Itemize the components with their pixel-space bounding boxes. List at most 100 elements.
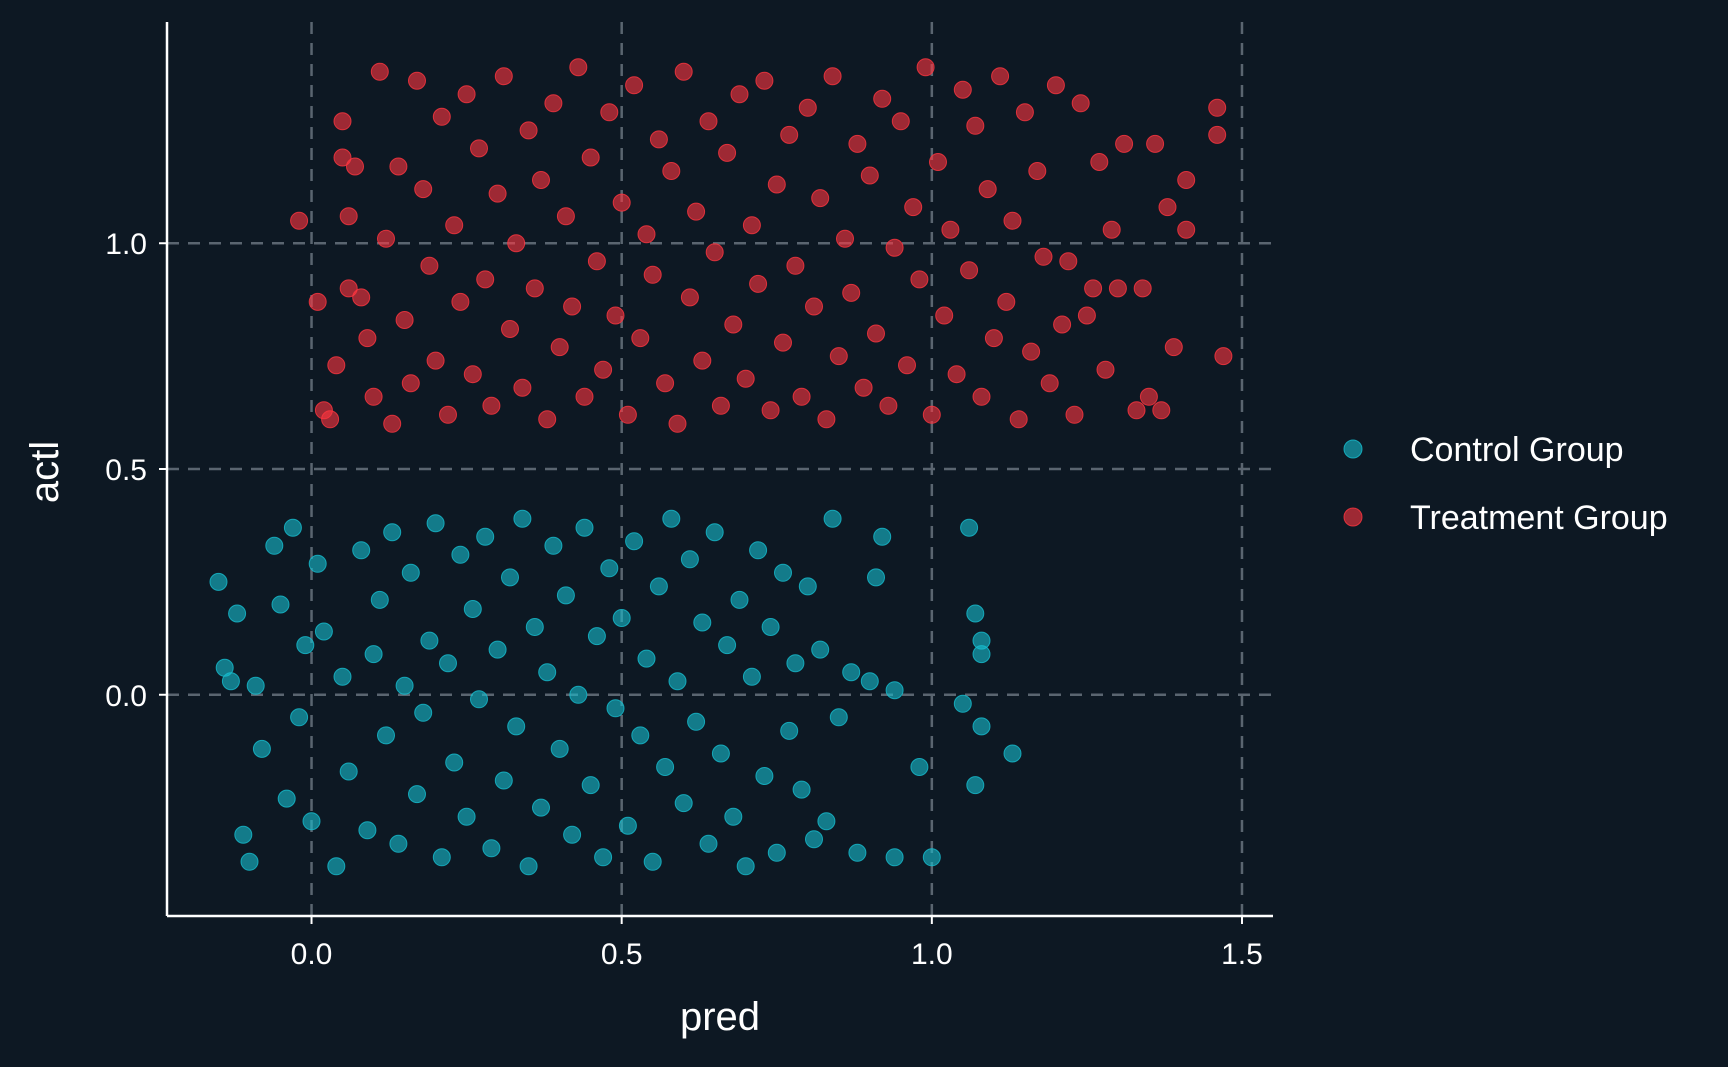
- data-point: [581, 148, 600, 167]
- data-point: [283, 518, 302, 537]
- data-point: [364, 387, 383, 406]
- data-point: [1084, 279, 1103, 298]
- data-point: [749, 541, 768, 560]
- data-point: [823, 509, 842, 528]
- data-point: [470, 690, 488, 709]
- data-point: [1040, 374, 1059, 393]
- data-point: [1208, 98, 1227, 117]
- data-point: [581, 776, 600, 795]
- data-point: [711, 744, 730, 763]
- data-point: [538, 663, 557, 682]
- data-point: [805, 830, 823, 849]
- data-point: [730, 590, 749, 609]
- data-point: [742, 667, 761, 686]
- x-tick-label: 0.5: [601, 938, 643, 971]
- data-point: [327, 356, 346, 375]
- x-tick-label: 1.5: [1221, 938, 1263, 971]
- data-point: [972, 387, 991, 406]
- data-point: [1065, 405, 1084, 424]
- data-point: [569, 685, 588, 704]
- data-point: [953, 80, 972, 99]
- data-point: [445, 216, 464, 235]
- data-point: [718, 143, 737, 162]
- data-point: [414, 180, 433, 199]
- data-point: [358, 821, 377, 840]
- data-point: [501, 320, 519, 338]
- data-point: [991, 67, 1010, 86]
- data-point: [1034, 247, 1053, 266]
- data-point: [1108, 279, 1127, 298]
- legend-label-control: Control Group: [1410, 431, 1624, 469]
- data-point: [625, 532, 644, 551]
- tick-marks: [159, 242, 1243, 924]
- data-point: [805, 297, 823, 316]
- data-point: [550, 739, 569, 758]
- data-point: [687, 202, 706, 221]
- x-tick-label: 1.0: [911, 938, 953, 971]
- data-point: [761, 618, 780, 636]
- data-point: [724, 807, 743, 826]
- data-point: [612, 193, 631, 212]
- data-point: [867, 568, 885, 587]
- data-point: [563, 825, 582, 844]
- data-point: [767, 175, 786, 194]
- data-point: [842, 283, 861, 302]
- data-point: [1046, 76, 1065, 95]
- data-point: [1059, 252, 1078, 271]
- data-point: [749, 274, 768, 293]
- data-point: [885, 238, 904, 257]
- data-point: [898, 356, 916, 375]
- data-point: [798, 98, 817, 117]
- data-point: [339, 207, 358, 226]
- data-point: [656, 758, 675, 776]
- data-point: [854, 378, 873, 397]
- data-point: [1139, 387, 1158, 406]
- data-point: [997, 292, 1016, 311]
- data-point: [792, 780, 811, 799]
- y-axis-title: actl: [23, 441, 67, 503]
- data-point: [1164, 338, 1183, 357]
- data-point: [1009, 410, 1028, 429]
- x-tick-label: 0.0: [291, 938, 333, 971]
- legend: Control Group Treatment Group: [1343, 431, 1668, 537]
- data-point: [314, 622, 333, 641]
- data-point: [544, 536, 563, 555]
- data-point: [1053, 315, 1072, 334]
- data-point: [966, 604, 985, 623]
- data-point: [972, 717, 991, 736]
- data-point: [829, 708, 848, 727]
- data-point: [674, 794, 693, 813]
- data-point: [649, 130, 668, 149]
- data-point: [960, 518, 979, 537]
- data-point: [513, 378, 532, 397]
- data-point: [432, 848, 451, 867]
- data-point: [1158, 198, 1177, 217]
- data-point: [786, 654, 805, 673]
- data-point: [873, 527, 892, 546]
- data-point: [860, 672, 879, 691]
- data-point: [705, 243, 724, 262]
- data-point: [352, 541, 371, 560]
- data-point: [308, 292, 327, 311]
- data-point: [1028, 162, 1047, 180]
- data-point: [780, 125, 799, 144]
- data-point: [221, 672, 240, 691]
- legend-key-control: [1343, 439, 1363, 459]
- data-point: [563, 297, 582, 316]
- data-point: [575, 518, 594, 537]
- data-point: [470, 139, 488, 158]
- data-point: [643, 265, 662, 284]
- data-point: [929, 153, 947, 171]
- data-point: [680, 550, 699, 569]
- y-tick-label: 0.0: [105, 680, 147, 713]
- data-point: [1133, 279, 1152, 298]
- data-point: [476, 527, 495, 546]
- data-point: [1003, 211, 1022, 230]
- data-point: [432, 107, 451, 126]
- data-point: [1022, 342, 1041, 361]
- data-point: [463, 600, 482, 618]
- data-point: [879, 396, 898, 415]
- data-point: [631, 726, 650, 745]
- data-point: [594, 848, 613, 867]
